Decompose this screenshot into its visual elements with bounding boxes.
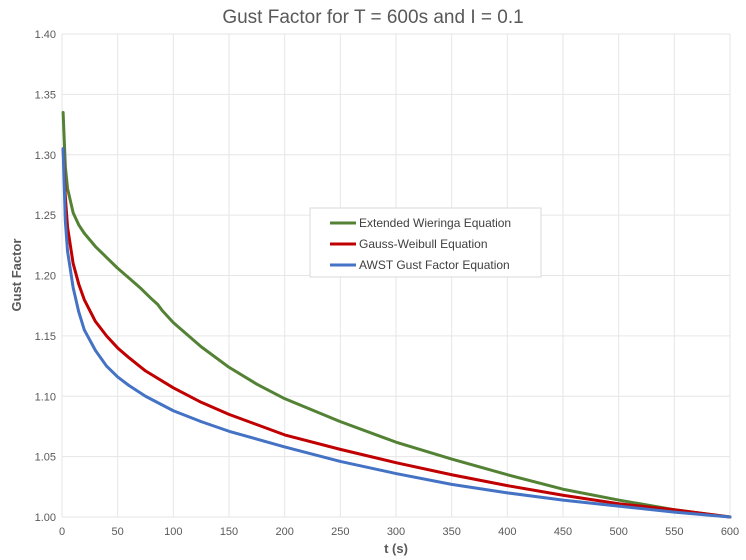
x-tick-label: 400 bbox=[498, 526, 516, 538]
legend-label-1: Extended Wieringa Equation bbox=[359, 216, 511, 230]
axis-ticks: 1.00 1.05 1.10 1.15 1.20 1.25 1.30 1.35 1.40 0 50 1… bbox=[35, 29, 740, 538]
x-tick-label: 350 bbox=[442, 526, 460, 538]
legend-label-3: AWST Gust Factor Equation bbox=[359, 258, 510, 272]
y-tick-label: 1.10 bbox=[35, 391, 56, 403]
x-tick-label: 450 bbox=[554, 526, 572, 538]
series-line-1 bbox=[61, 110, 732, 519]
x-tick-label: 550 bbox=[665, 526, 683, 538]
series-line-2 bbox=[61, 147, 732, 519]
legend-label-2: Gauss-Weibull Equation bbox=[359, 237, 488, 251]
x-tick-label: 300 bbox=[387, 526, 405, 538]
y-tick-label: 1.00 bbox=[35, 512, 56, 524]
series-lines bbox=[61, 110, 732, 519]
x-tick-label: 200 bbox=[275, 526, 293, 538]
y-tick-label: 1.15 bbox=[35, 331, 56, 343]
x-tick-label: 50 bbox=[112, 526, 124, 538]
y-axis-label: Gust Factor bbox=[9, 239, 24, 312]
series-line-3 bbox=[61, 147, 732, 519]
legend: Extended Wieringa Equation Gauss-Weibull … bbox=[309, 207, 542, 278]
x-tick-label: 150 bbox=[220, 526, 238, 538]
x-tick-label: 100 bbox=[164, 526, 182, 538]
x-tick-label: 250 bbox=[331, 526, 349, 538]
y-tick-label: 1.25 bbox=[35, 210, 56, 222]
y-tick-label: 1.30 bbox=[35, 150, 56, 162]
y-tick-label: 1.35 bbox=[35, 89, 56, 101]
y-tick-label: 1.05 bbox=[35, 452, 56, 464]
x-axis-label: t (s) bbox=[384, 541, 408, 556]
x-tick-label: 500 bbox=[609, 526, 627, 538]
y-tick-label: 1.40 bbox=[35, 29, 56, 41]
x-tick-label: 0 bbox=[59, 526, 65, 538]
y-tick-label: 1.20 bbox=[35, 271, 56, 283]
chart-title: Gust Factor for T = 600s and I = 0.1 bbox=[222, 7, 523, 28]
x-tick-label: 600 bbox=[721, 526, 739, 538]
